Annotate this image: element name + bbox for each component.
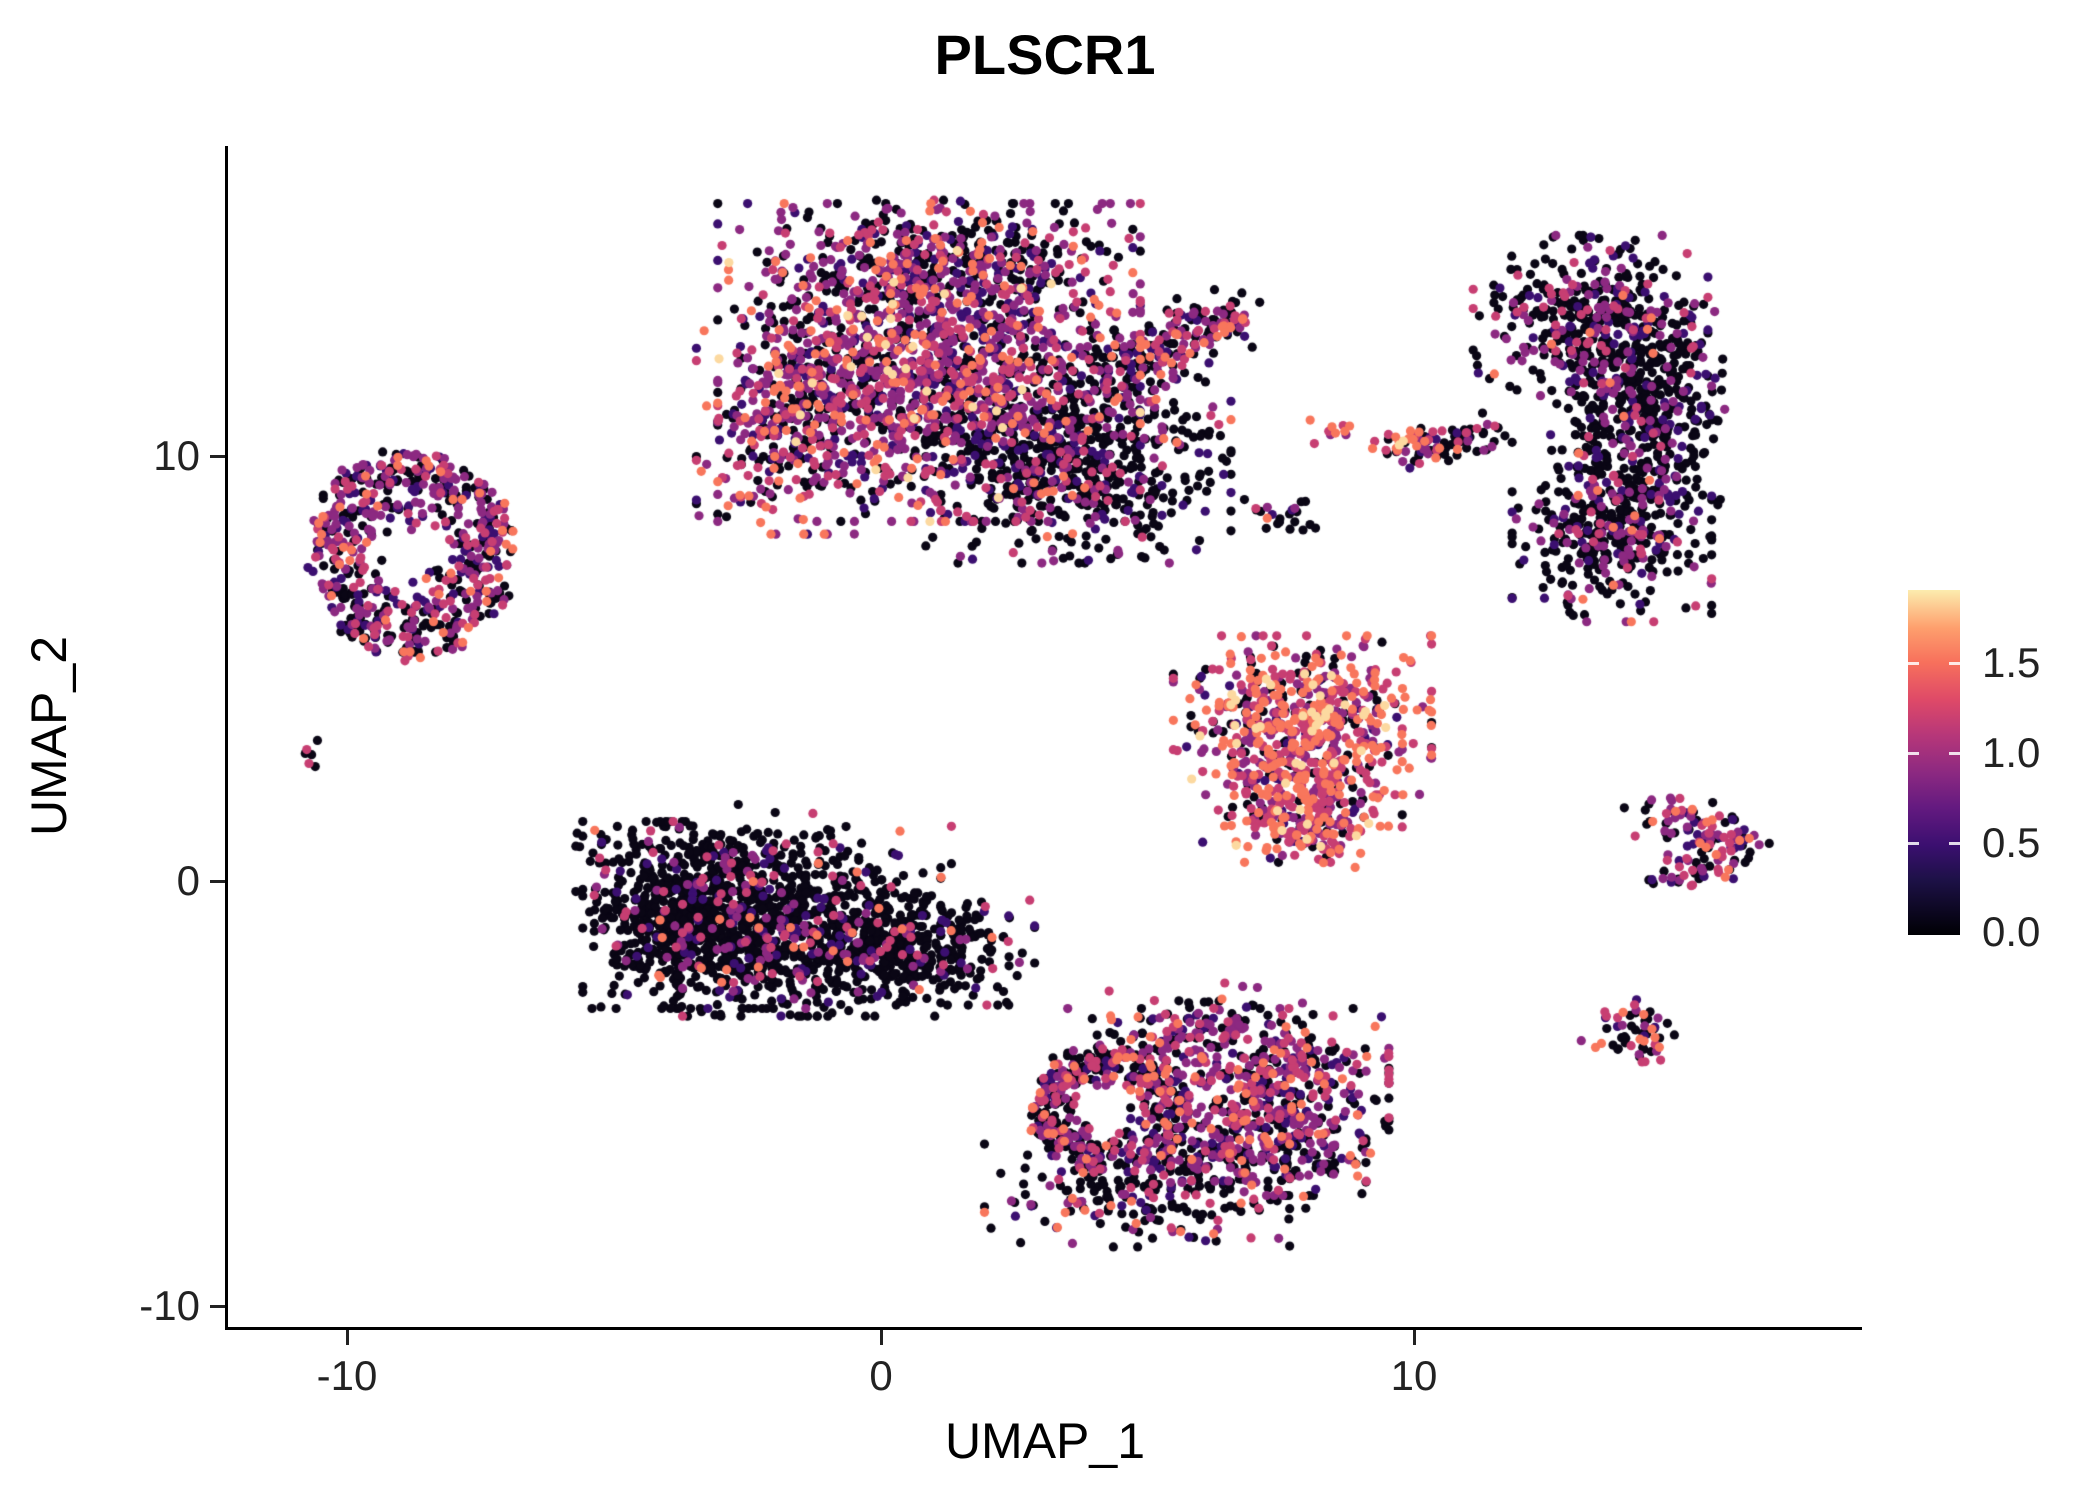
colorbar-tick-label-1-5: 1.5 — [1982, 639, 2041, 686]
y-axis-title: UMAP_2 — [21, 635, 77, 837]
x-tick-0 — [880, 1330, 883, 1345]
colorbar-tick-0-5-right — [1949, 842, 1960, 845]
colorbar-tick-1-0-right — [1949, 752, 1960, 755]
chart-title: PLSCR1 — [934, 23, 1156, 86]
y-tick-label-neg10: -10 — [139, 1282, 200, 1329]
x-tick-neg10 — [346, 1330, 349, 1345]
colorbar-tick-label-0-5: 0.5 — [1982, 819, 2041, 866]
colorbar-gradient — [1908, 590, 1960, 935]
colorbar-tick-0-5 — [1908, 842, 1919, 845]
x-axis-title: UMAP_1 — [944, 1413, 1146, 1469]
y-tick-10 — [210, 455, 225, 458]
y-tick-label-10: 10 — [153, 432, 200, 479]
x-tick-label-10: 10 — [1390, 1352, 1438, 1399]
x-tick-10 — [1413, 1330, 1416, 1345]
x-axis-line — [225, 1327, 1862, 1330]
colorbar-tick-label-0-0: 0.0 — [1982, 908, 2041, 955]
y-tick-neg10 — [210, 1305, 225, 1308]
colorbar-tick-1-5-right — [1949, 662, 1960, 665]
x-tick-label-neg10: -10 — [316, 1352, 378, 1399]
y-tick-0 — [210, 880, 225, 883]
colorbar-tick-label-1-0: 1.0 — [1982, 729, 2041, 776]
x-tick-label-0: 0 — [869, 1352, 893, 1399]
colorbar-tick-1-5 — [1908, 662, 1919, 665]
y-axis-line — [225, 146, 228, 1330]
colorbar-tick-1-0 — [1908, 752, 1919, 755]
y-tick-label-0: 0 — [176, 857, 200, 904]
